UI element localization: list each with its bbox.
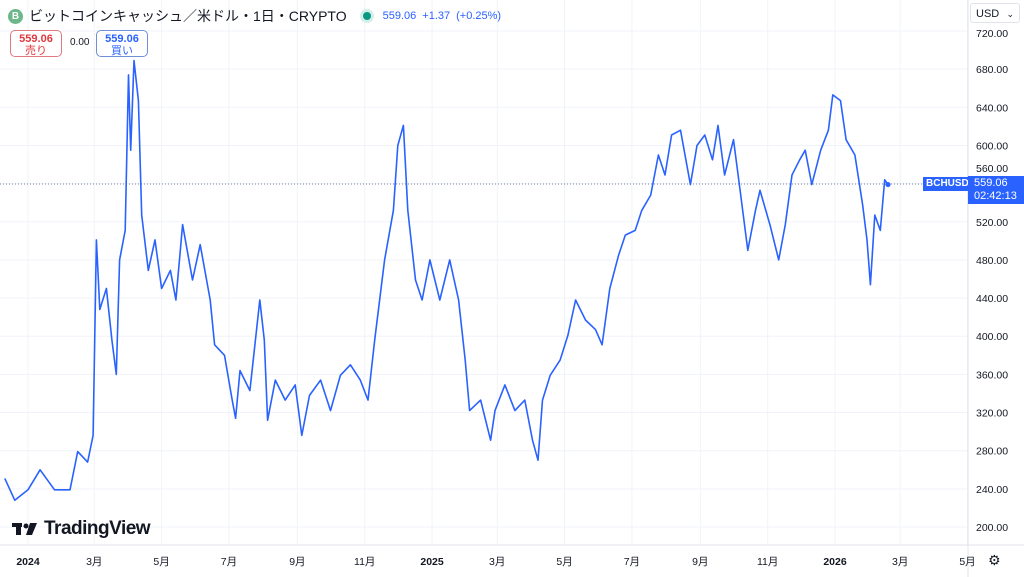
price-tick-label: 280.00 (976, 446, 1008, 458)
header-change-pct: (+0.25%) (456, 10, 502, 22)
price-tick-label: 440.00 (976, 293, 1008, 305)
tradingview-logo[interactable]: TradingView (12, 518, 151, 540)
time-tick-label: 9月 (692, 556, 708, 568)
spread: 0.00 (70, 37, 90, 48)
price-tick-label: 480.00 (976, 255, 1008, 267)
chevron-down-icon: ⌄ (1006, 9, 1014, 19)
buy-price: 559.06 (105, 33, 139, 45)
time-tick-label: 2024 (16, 556, 40, 568)
price-axis[interactable]: 200.00 240.00 280.00 320.00 360.00 400.00 440.… (976, 28, 1008, 534)
time-tick-label: 11月 (354, 556, 375, 568)
currency-select[interactable]: USD ⌄ (970, 3, 1020, 23)
header-change: +1.37 (422, 10, 451, 22)
time-tick-label: 3月 (892, 556, 908, 568)
time-tick-label: 11月 (757, 556, 778, 568)
time-tick-label: 3月 (86, 556, 102, 568)
sell-price: 559.06 (19, 33, 53, 45)
last-price: 559.06 (974, 177, 1008, 189)
market-status-icon (362, 12, 371, 20)
price-series-line (4, 59, 889, 502)
sell-button[interactable]: 559.06 売り (10, 30, 62, 57)
bar-countdown: 02:42:13 (974, 190, 1017, 202)
symbol-label: BCHUSD (923, 177, 972, 191)
buy-button[interactable]: 559.06 買い (96, 30, 148, 57)
price-tick-label: 520.00 (976, 217, 1008, 229)
price-tick-label: 600.00 (976, 140, 1008, 152)
price-tick-label: 360.00 (976, 369, 1008, 381)
buy-label: 買い (111, 45, 133, 57)
symbol-title[interactable]: ビットコインキャッシュ／米ドル・1日・CRYPTO (29, 8, 347, 24)
last-price-label: 559.06 02:42:13 (968, 176, 1024, 204)
currency-value: USD (976, 8, 1000, 20)
time-tick-label: 2026 (823, 556, 847, 568)
tradingview-logo-icon (12, 523, 37, 535)
price-tick-label: 240.00 (976, 484, 1008, 496)
time-tick-label: 7月 (221, 556, 237, 568)
price-tick-label: 640.00 (976, 102, 1008, 114)
chart-header: B ビットコインキャッシュ／米ドル・1日・CRYPTO 559.06 +1.37… (8, 6, 501, 26)
sell-label: 売り (25, 45, 47, 57)
grid (0, 0, 969, 545)
price-tick-label: 320.00 (976, 408, 1008, 420)
settings-icon[interactable]: ⚙ (988, 552, 1001, 568)
time-axis[interactable]: 2024 3月 5月 7月 9月 11月 2025 3月 5月 7月 9月 11月 2026 3月 5月 (16, 556, 975, 568)
header-price: 559.06 (382, 10, 417, 22)
last-point (885, 182, 891, 188)
time-tick-label: 2025 (420, 556, 444, 568)
price-tick-label: 680.00 (976, 64, 1008, 76)
time-tick-label: 9月 (289, 556, 305, 568)
bitcoin-cash-icon: B (8, 8, 23, 24)
time-tick-label: 5月 (153, 556, 169, 568)
time-tick-label: 7月 (624, 556, 640, 568)
time-tick-label: 5月 (556, 556, 572, 568)
price-tick-label: 200.00 (976, 522, 1008, 534)
time-tick-label: 3月 (489, 556, 505, 568)
brand-name: TradingView (44, 518, 151, 539)
time-tick-label: 5月 (959, 556, 975, 568)
price-tick-label: 400.00 (976, 331, 1008, 343)
price-tick-label: 560.00 (976, 163, 1008, 175)
price-tick-label: 720.00 (976, 28, 1008, 40)
